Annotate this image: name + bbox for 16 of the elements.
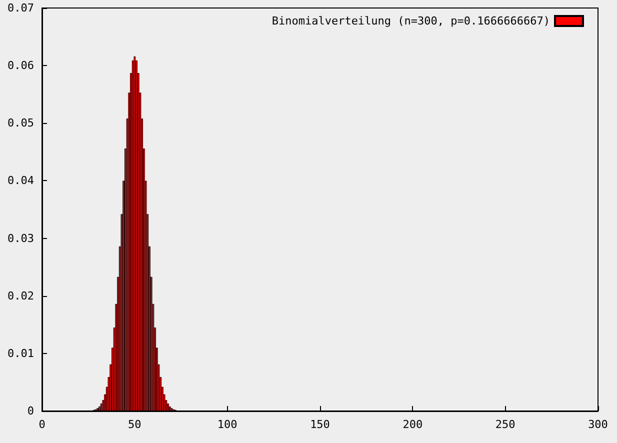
y-tick-label: 0.03 <box>8 232 34 245</box>
x-tick-label: 50 <box>128 418 142 431</box>
y-tick-label: 0.05 <box>8 116 34 130</box>
x-tick-label: 250 <box>495 418 516 431</box>
x-tick-label: 100 <box>217 418 238 431</box>
x-tick-label: 0 <box>38 418 46 431</box>
legend-label: Binomialverteilung (n=300, p=0.1666666667) <box>272 14 550 28</box>
y-tick-label: 0.01 <box>8 346 34 360</box>
y-tick-label: 0.07 <box>8 2 34 14</box>
x-tick-label: 200 <box>402 418 423 431</box>
y-tick-label: 0.06 <box>8 59 34 72</box>
x-tick-label: 300 <box>588 418 608 431</box>
y-tick-label: 0 <box>27 404 34 418</box>
y-tick-label: 0.04 <box>8 174 34 188</box>
x-tick-label: 150 <box>310 418 330 431</box>
y-tick-label: 0.02 <box>8 289 34 302</box>
